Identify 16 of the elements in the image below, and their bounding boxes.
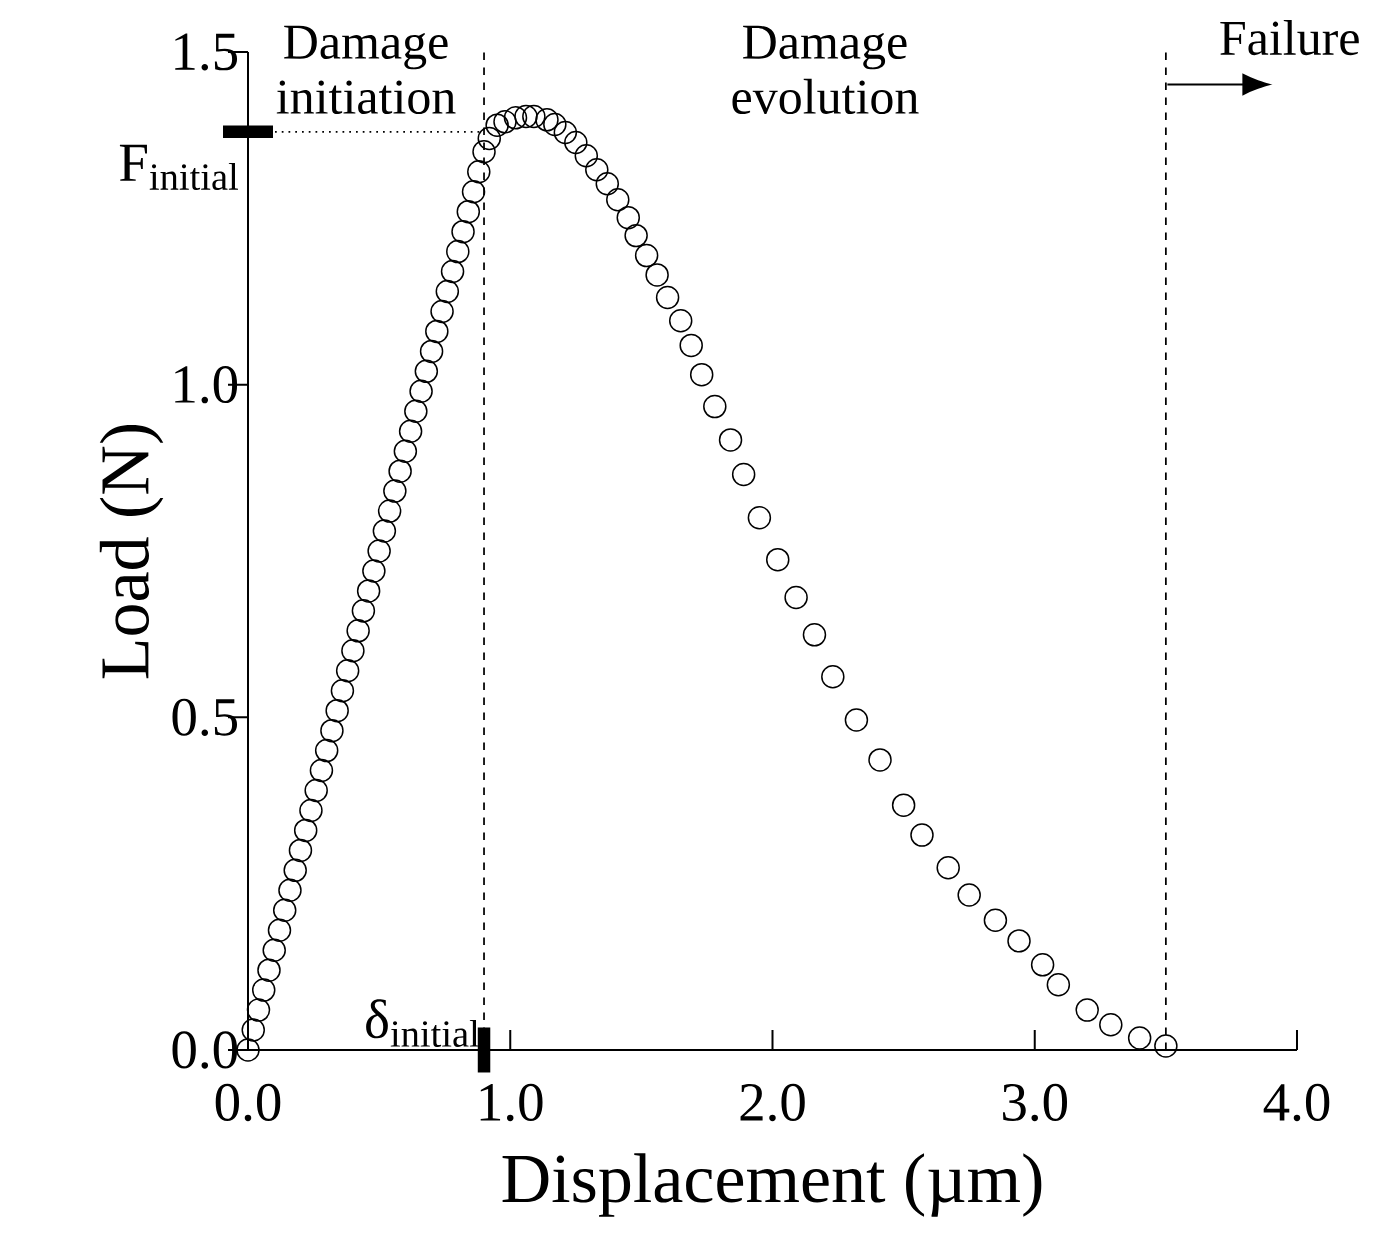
annotation: Failure — [1220, 19, 1359, 56]
ref-line-label: F$_{initial}$ — [119, 144, 239, 191]
x-tick-label: 1.0 — [480, 1083, 543, 1122]
x-tick-label: 4.0 — [1263, 1083, 1330, 1122]
annotation: Damage initiation — [276, 25, 456, 115]
ref-line-label: δ$_{initial}$ — [366, 999, 480, 1048]
y-tick-label: 0.0 — [172, 1031, 238, 1069]
x-tick-label: 2.0 — [740, 1083, 805, 1122]
annotation: Damage evolution — [732, 25, 919, 115]
x-tick-label: 3.0 — [1003, 1083, 1068, 1122]
y-tick-label: 0.5 — [172, 698, 238, 737]
x-axis-title: Displacement (µm) — [502, 1153, 1042, 1217]
y-axis-title: Load (N) — [99, 424, 164, 679]
y-tick-label: 1.5 — [175, 33, 238, 71]
x-tick-label: 0.0 — [215, 1083, 281, 1122]
y-tick-label: 1.0 — [175, 365, 238, 404]
